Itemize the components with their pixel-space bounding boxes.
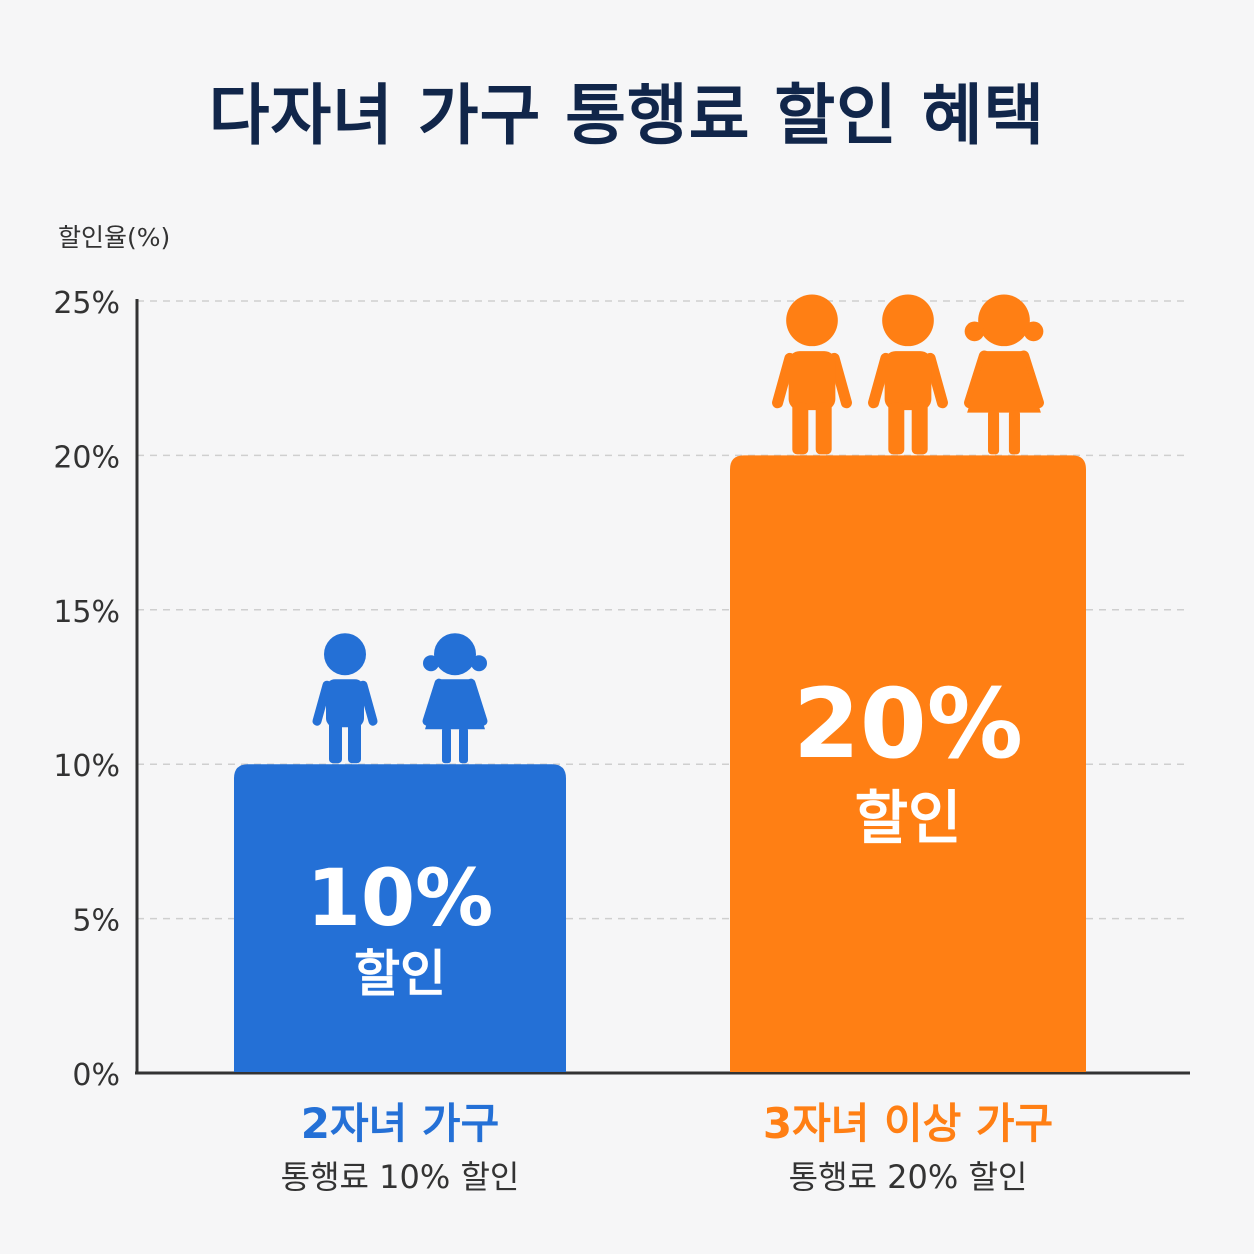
icon-arm <box>868 352 892 409</box>
icon-pigtail <box>964 321 985 342</box>
icon-arm <box>358 680 378 726</box>
icon-leg <box>459 727 468 764</box>
girl-icon <box>964 294 1044 455</box>
icon-leg <box>329 721 342 764</box>
chart-title: 다자녀 가구 통행료 할인 혜택 <box>208 77 1046 154</box>
icon-head <box>978 294 1030 347</box>
boy-icon <box>312 633 378 764</box>
girl-icon <box>422 633 488 764</box>
icon-arm <box>828 352 852 409</box>
icon-head <box>434 633 476 676</box>
icon-leg <box>348 721 361 764</box>
icon-leg <box>442 727 451 764</box>
icon-leg <box>911 402 928 455</box>
icon-head <box>324 633 366 676</box>
icon-leg <box>792 402 809 455</box>
icon-leg <box>815 402 832 455</box>
x-category-label: 2자녀 가구 <box>301 1099 499 1148</box>
icon-dress <box>967 351 1041 413</box>
icon-head <box>786 294 838 347</box>
icon-dress <box>425 679 485 730</box>
icon-arm <box>964 350 990 409</box>
y-tick-label: 10% <box>53 749 120 784</box>
icon-head <box>882 294 934 347</box>
bar-text-label: 할인 <box>354 945 446 1003</box>
y-axis-label: 할인율(%) <box>58 223 170 252</box>
icon-arm <box>1018 350 1044 409</box>
y-tick-label: 15% <box>53 595 120 630</box>
x-category-label: 3자녀 이상 가구 <box>763 1099 1053 1148</box>
icon-arm <box>422 678 444 726</box>
y-tick-label: 25% <box>53 286 120 321</box>
bar-1 <box>234 764 566 1072</box>
icon-leg <box>888 402 905 455</box>
icon-arm <box>466 678 488 726</box>
boy-icon <box>868 294 948 455</box>
bar-value-label: 10% <box>307 854 494 944</box>
bar-2 <box>730 455 1086 1072</box>
icon-pigtail <box>471 655 487 672</box>
icon-leg <box>988 410 1000 455</box>
icon-torso <box>884 351 932 411</box>
icon-pigtail <box>1023 321 1044 342</box>
icon-torso <box>788 351 836 411</box>
icon-pigtail <box>423 655 439 672</box>
y-tick-label: 20% <box>53 440 120 475</box>
y-tick-label: 0% <box>72 1058 120 1093</box>
x-category-sublabel: 통행료 20% 할인 <box>789 1158 1028 1196</box>
icon-arm <box>312 680 332 726</box>
y-tick-label: 5% <box>72 904 120 939</box>
icon-arm <box>924 352 948 409</box>
bar-text-label: 할인 <box>855 784 962 852</box>
bar-value-label: 20% <box>793 668 1023 780</box>
x-category-sublabel: 통행료 10% 할인 <box>281 1158 520 1196</box>
icon-torso <box>326 679 364 728</box>
boy-icon <box>772 294 852 455</box>
icon-arm <box>772 352 796 409</box>
icon-leg <box>1008 410 1020 455</box>
